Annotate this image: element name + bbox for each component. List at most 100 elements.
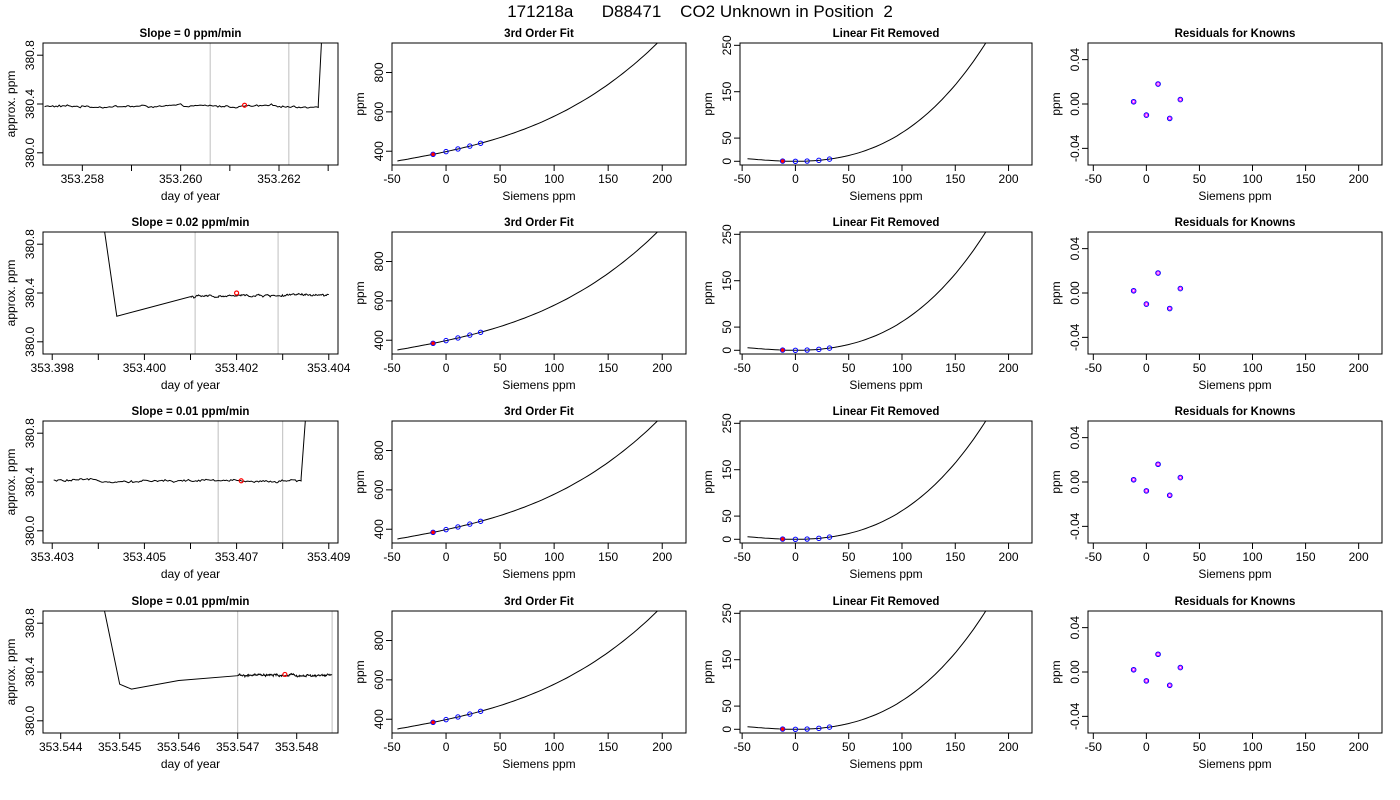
x-tick-label: 0 <box>792 550 799 564</box>
plot-area <box>397 611 659 730</box>
plot-area <box>53 421 306 543</box>
y-axis-label: ppm <box>1049 281 1063 304</box>
trace-line <box>53 421 306 484</box>
y-axis-label: ppm <box>353 660 367 683</box>
y-tick-label: 380.4 <box>23 467 37 497</box>
chart-panel-linfit-row1: Linear Fit Removed -50 0 50 100 150 200 0 50 150 2… <box>701 217 1033 392</box>
plot-area <box>397 43 659 162</box>
known-point <box>816 535 822 542</box>
residual-point <box>1155 81 1161 87</box>
y-axis-label: ppm <box>701 470 715 493</box>
y-tick-label: 0.04 <box>1068 48 1082 72</box>
y-tick-label: 50 <box>720 131 734 145</box>
y-tick-label: 0 <box>720 347 734 354</box>
panel-title: Residuals for Knowns <box>1175 406 1296 418</box>
plot-frame <box>1087 420 1383 544</box>
x-tick-label: 100 <box>892 361 912 375</box>
chart-panel-timeseries-row2: Slope = 0.01 ppm/min 353.403 353.405 353.40… <box>4 406 351 581</box>
fit-curve <box>397 421 659 540</box>
plot-area <box>104 232 329 354</box>
known-point <box>804 726 810 732</box>
y-tick-label: 380.0 <box>23 326 37 356</box>
trace-line <box>104 611 333 690</box>
y-tick-label: 50 <box>720 320 734 334</box>
residual-point-inner <box>1144 489 1149 493</box>
plot-frame <box>42 42 339 166</box>
fit-curve <box>747 421 987 540</box>
y-tick-label: 0.00 <box>1068 92 1082 116</box>
x-axis-label: Siemens ppm <box>1198 378 1271 392</box>
x-tick-label: 200 <box>999 172 1019 186</box>
y-axis-label: ppm <box>701 92 715 115</box>
known-point <box>430 529 436 536</box>
y-tick-label: 600 <box>372 480 386 500</box>
x-axis-label: day of year <box>161 378 220 392</box>
known-point <box>443 148 449 155</box>
residual-point <box>1166 305 1173 312</box>
residual-point <box>1177 285 1184 292</box>
chart-panel-residuals-row1: Residuals for Knowns -50 0 50 100 150 200 -0.04… <box>1049 217 1383 392</box>
y-tick-label: -0.04 <box>1068 323 1082 351</box>
x-tick-label: 50 <box>1193 550 1207 564</box>
x-tick-label: -50 <box>383 550 401 564</box>
known-point <box>443 526 449 533</box>
fit-curve <box>397 611 659 730</box>
residual-point-inner <box>1178 286 1183 291</box>
y-tick-label: 150 <box>720 81 734 101</box>
figure-title: 171218a D88471 CO2 Unknown in Position 2 <box>507 2 893 21</box>
x-tick-label: 200 <box>652 172 672 186</box>
x-axis-label: Siemens ppm <box>849 378 922 392</box>
x-tick-label: 353.404 <box>307 361 351 375</box>
x-tick-label: 50 <box>493 361 507 375</box>
x-tick-label: 353.405 <box>123 550 167 564</box>
known-point <box>779 536 786 542</box>
known-point <box>804 347 810 353</box>
panel-title: 3rd Order Fit <box>504 217 574 229</box>
known-point <box>455 146 461 152</box>
y-tick-label: 400 <box>372 141 386 161</box>
plot-frame <box>42 610 339 734</box>
y-axis-label: ppm <box>1049 92 1063 115</box>
y-tick-label: -0.04 <box>1068 702 1082 730</box>
plot-frame <box>739 231 1033 355</box>
x-tick-label: 100 <box>1242 361 1262 375</box>
chart-panel-linfit-row3: Linear Fit Removed -50 0 50 100 150 200 0 50 150 2… <box>701 596 1033 771</box>
y-tick-label: 0.00 <box>1068 281 1082 305</box>
x-tick-label: 0 <box>443 361 450 375</box>
x-tick-label: 353.398 <box>31 361 75 375</box>
known-point <box>792 726 799 732</box>
y-tick-label: 600 <box>372 291 386 311</box>
residual-point <box>1130 287 1137 294</box>
x-axis-label: day of year <box>161 189 220 203</box>
x-axis-label: Siemens ppm <box>849 757 922 771</box>
x-tick-label: 0 <box>1143 172 1150 186</box>
known-point <box>826 534 833 540</box>
plot-frame <box>42 231 339 355</box>
x-tick-label: 50 <box>842 361 856 375</box>
chart-panel-fit-row3: 3rd Order Fit -50 0 50 100 150 200 400 600 800 Sie… <box>353 596 687 771</box>
y-tick-label: 400 <box>372 709 386 729</box>
residual-point-inner <box>1144 302 1149 306</box>
x-tick-label: 100 <box>892 740 912 754</box>
residual-point <box>1130 476 1137 483</box>
known-point <box>804 536 810 542</box>
y-tick-label: 0.04 <box>1068 237 1082 261</box>
residual-point <box>1155 270 1161 276</box>
panel-title: Linear Fit Removed <box>833 406 940 418</box>
chart-panel-fit-row2: 3rd Order Fit -50 0 50 100 150 200 400 600 800 Sie… <box>353 406 687 581</box>
residual-point-inner <box>1178 97 1183 102</box>
x-tick-label: 150 <box>598 361 618 375</box>
residual-point-inner <box>1131 289 1136 293</box>
y-tick-label: 250 <box>720 603 734 623</box>
y-tick-label: 250 <box>720 35 734 55</box>
y-tick-label: 0 <box>720 536 734 543</box>
x-tick-label: 50 <box>1193 361 1207 375</box>
plot-area <box>44 43 322 165</box>
panel-title: Linear Fit Removed <box>833 28 940 40</box>
plot-frame <box>739 610 1033 734</box>
residual-point-inner <box>1156 82 1160 86</box>
x-axis-label: Siemens ppm <box>849 189 922 203</box>
unknown-point <box>431 720 435 725</box>
y-tick-label: 380.4 <box>23 89 37 119</box>
